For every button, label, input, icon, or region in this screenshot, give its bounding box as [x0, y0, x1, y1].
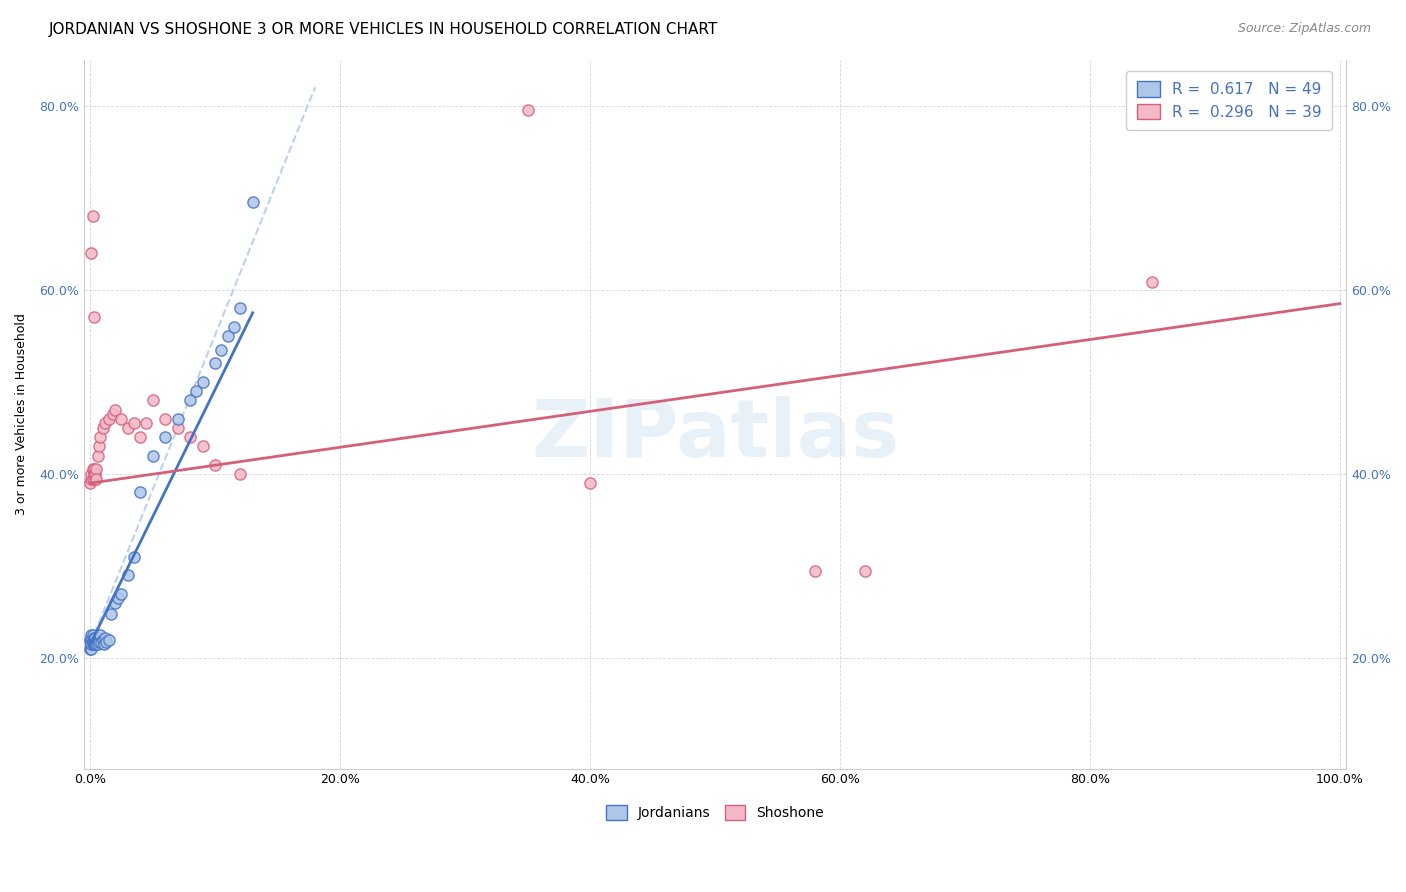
Point [242, 195, 264, 210]
Point [129, 485, 152, 500]
Point [82, 209, 104, 223]
Point [80, 246, 103, 260]
Text: JORDANIAN VS SHOSHONE 3 OR MORE VEHICLES IN HOUSEHOLD CORRELATION CHART: JORDANIAN VS SHOSHONE 3 OR MORE VEHICLES… [49, 22, 718, 37]
Point [104, 596, 127, 610]
Point [83, 634, 105, 648]
Point [87, 631, 110, 645]
Point [84, 637, 107, 651]
Point [79, 641, 101, 656]
Point [80, 628, 103, 642]
Point [87, 634, 110, 648]
Point [129, 430, 152, 444]
Point [84, 631, 107, 645]
Point [179, 430, 201, 444]
Point [83, 462, 105, 476]
Point [222, 319, 245, 334]
Point [204, 356, 226, 370]
Point [122, 549, 145, 564]
Point [117, 568, 139, 582]
Point [79, 632, 101, 647]
Point [98, 632, 121, 647]
Point [209, 343, 232, 357]
Point [80, 641, 103, 656]
Point [82, 462, 104, 476]
Point [83, 631, 105, 645]
Point [94, 417, 117, 431]
Point [96, 634, 118, 648]
Point [135, 417, 157, 431]
Point [86, 472, 108, 486]
Point [191, 375, 214, 389]
Point [82, 472, 104, 486]
Point [516, 103, 538, 118]
Point [80, 467, 103, 481]
Point [166, 421, 188, 435]
Point [87, 637, 110, 651]
Point [87, 632, 110, 647]
Point [83, 467, 105, 481]
Point [166, 411, 188, 425]
Point [91, 421, 114, 435]
Point [80, 637, 103, 651]
Point [82, 637, 104, 651]
Point [179, 393, 201, 408]
Point [229, 301, 252, 316]
Point [117, 421, 139, 435]
Point [82, 628, 104, 642]
Point [84, 632, 107, 647]
Point [86, 637, 108, 651]
Point [100, 607, 122, 621]
Point [80, 472, 103, 486]
Point [80, 632, 103, 647]
Point [804, 564, 827, 578]
Point [91, 632, 114, 647]
Point [107, 591, 129, 606]
Point [84, 467, 107, 481]
Point [229, 467, 252, 481]
Point [186, 384, 208, 398]
Point [89, 628, 111, 642]
Point [80, 637, 103, 651]
Point [110, 587, 132, 601]
Point [1142, 276, 1164, 290]
Point [153, 430, 176, 444]
Point [217, 328, 239, 343]
Point [83, 310, 105, 325]
Point [204, 458, 226, 472]
Point [84, 472, 107, 486]
Point [83, 637, 105, 651]
Legend: Jordanians, Shoshone: Jordanians, Shoshone [600, 799, 830, 825]
Point [86, 462, 108, 476]
Point [82, 632, 104, 647]
Point [153, 411, 176, 425]
Point [98, 411, 121, 425]
Point [89, 430, 111, 444]
Point [79, 476, 101, 491]
Point [142, 449, 165, 463]
Y-axis label: 3 or more Vehicles in Household: 3 or more Vehicles in Household [15, 313, 28, 515]
Point [94, 631, 117, 645]
Text: ZIPatlas: ZIPatlas [531, 396, 900, 475]
Point [853, 564, 876, 578]
Point [82, 634, 104, 648]
Point [122, 417, 145, 431]
Point [87, 439, 110, 453]
Point [90, 634, 112, 648]
Point [104, 402, 127, 417]
Point [579, 476, 602, 491]
Point [87, 449, 110, 463]
Point [86, 634, 108, 648]
Point [142, 393, 165, 408]
Point [101, 407, 124, 421]
Point [93, 637, 115, 651]
Point [191, 439, 214, 453]
Point [110, 411, 132, 425]
Text: Source: ZipAtlas.com: Source: ZipAtlas.com [1237, 22, 1371, 36]
